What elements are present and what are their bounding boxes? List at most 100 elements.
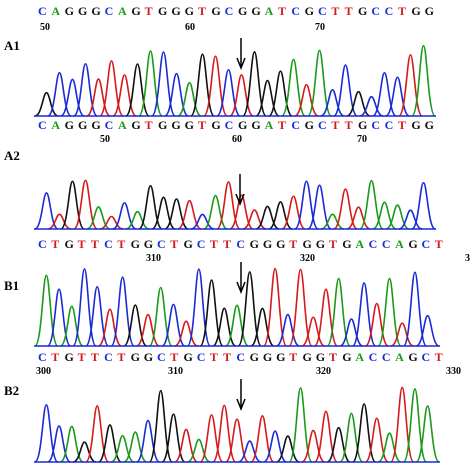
base-letter: T xyxy=(77,237,86,251)
base-letter: G xyxy=(249,237,259,251)
trace-peak xyxy=(135,419,161,463)
base-letter: G xyxy=(411,4,421,18)
trace-peak xyxy=(187,438,211,463)
trace-peak xyxy=(333,64,358,117)
base-letter: T xyxy=(331,4,340,18)
trace-peak xyxy=(281,195,306,230)
trace-peak xyxy=(276,435,300,463)
trace-peak xyxy=(138,184,163,230)
trace-peak xyxy=(73,62,98,117)
trace-peak xyxy=(307,184,332,230)
base-letter: G xyxy=(158,118,168,132)
base-letter: C xyxy=(368,237,378,251)
base-letter: C xyxy=(38,118,47,132)
base-letter: G xyxy=(184,4,194,18)
base-letter: G xyxy=(315,350,326,364)
base-letter: T xyxy=(328,237,337,251)
trace-peak xyxy=(212,307,237,347)
base-letter: G xyxy=(342,350,352,364)
base-letter: T xyxy=(198,4,207,18)
panel-label-b2: B2 xyxy=(4,383,20,398)
trace-peak xyxy=(377,432,402,463)
base-letter: A xyxy=(395,350,404,364)
trace-peak xyxy=(351,403,377,463)
trace-peak xyxy=(238,440,262,463)
trace-peak xyxy=(288,268,313,347)
base-letter: T xyxy=(90,237,99,251)
base-letter: T xyxy=(117,237,126,251)
trace-peak xyxy=(398,54,423,117)
trace-peak xyxy=(307,49,332,117)
base-letter: G xyxy=(171,4,181,18)
trace-peak xyxy=(60,78,85,117)
trace-peak xyxy=(255,205,280,230)
base-letter: G xyxy=(262,237,273,251)
base-letter: C xyxy=(196,350,206,364)
trace-peak xyxy=(250,414,275,463)
trace-peak xyxy=(199,414,224,463)
trace-peak xyxy=(190,213,215,230)
base-letter: C xyxy=(291,4,300,18)
base-letter: T xyxy=(328,350,337,364)
base-letter: T xyxy=(77,350,86,364)
base-letter: C xyxy=(104,4,114,18)
base-letter: G xyxy=(276,350,286,364)
arrow-head-icon xyxy=(235,193,245,207)
base-letter: G xyxy=(91,118,101,132)
arrow-head-icon xyxy=(236,57,246,71)
trace-peak xyxy=(242,209,267,230)
trace-peak xyxy=(224,304,250,347)
trace-peak xyxy=(313,410,339,463)
trace-peak xyxy=(174,320,198,347)
trace-peak xyxy=(281,58,306,117)
base-letter: A xyxy=(264,118,274,132)
base-letter: T xyxy=(223,237,232,251)
base-letter: G xyxy=(304,118,314,132)
base-letter: A xyxy=(118,4,127,18)
base-letter: A xyxy=(395,237,404,251)
base-letter: G xyxy=(424,4,434,18)
position-310: 310 xyxy=(168,366,183,377)
base-letter: T xyxy=(278,118,287,132)
base-letter: T xyxy=(434,237,443,251)
position-70: 70 xyxy=(357,134,367,145)
trace-peak xyxy=(123,431,148,463)
base-letter: C xyxy=(291,118,300,132)
base-letter: T xyxy=(434,350,443,364)
base-letter: G xyxy=(184,118,194,132)
arrow-head-icon xyxy=(236,281,246,295)
trace-peak xyxy=(86,78,111,117)
base-letter: G xyxy=(262,350,273,364)
base-letter: T xyxy=(331,118,340,132)
trace-peak xyxy=(148,389,173,463)
trace-peak xyxy=(72,441,97,463)
trace-peak xyxy=(359,95,384,117)
trace-peak xyxy=(390,322,414,347)
trace-peak xyxy=(72,268,97,347)
trace-peak xyxy=(99,215,124,230)
base-letter: T xyxy=(209,237,218,251)
base-letter: G xyxy=(130,350,140,364)
trace-peak xyxy=(359,179,384,230)
position-50: 50 xyxy=(40,22,50,33)
position-60: 60 xyxy=(185,22,195,33)
trace-peak xyxy=(110,276,135,347)
base-letter: G xyxy=(78,118,88,132)
trace-peak xyxy=(148,286,173,347)
base-letter: C xyxy=(224,118,234,132)
base-letter: C xyxy=(368,350,378,364)
base-letter: G xyxy=(64,118,74,132)
trace-peak xyxy=(364,302,390,347)
trace-peak xyxy=(268,70,293,117)
trace-peak xyxy=(237,271,262,347)
base-letter: C xyxy=(381,237,391,251)
trace-peak xyxy=(229,74,254,117)
trace-peak xyxy=(216,181,241,230)
base-letter: G xyxy=(211,118,221,132)
trace-peak xyxy=(47,71,72,117)
trace-peak xyxy=(242,51,267,117)
base-letter: C xyxy=(104,118,114,132)
base-letter: C xyxy=(236,350,246,364)
base-letter: C xyxy=(157,350,166,364)
